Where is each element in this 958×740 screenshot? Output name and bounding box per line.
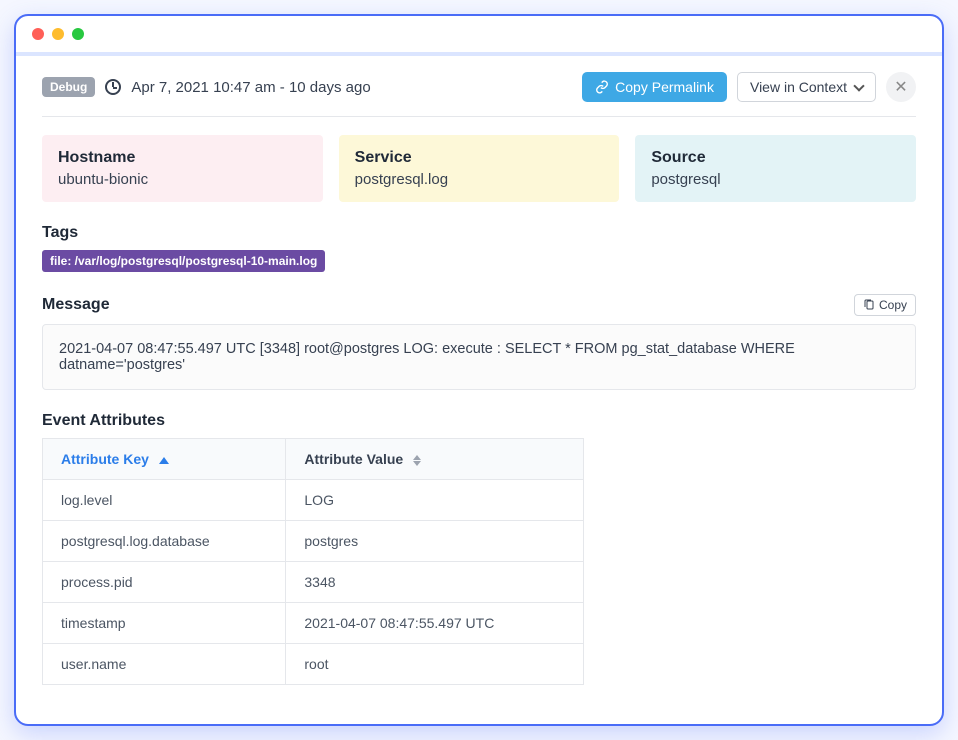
source-card: Source postgresql [635, 135, 916, 202]
tags-heading: Tags [42, 224, 916, 242]
attributes-table: Attribute Key Attribute Value log.levelL… [42, 438, 584, 685]
service-card: Service postgresql.log [339, 135, 620, 202]
attr-value: LOG [286, 480, 583, 521]
copy-permalink-button[interactable]: Copy Permalink [582, 72, 727, 102]
table-row: user.nameroot [43, 644, 584, 685]
link-icon [595, 80, 609, 94]
attr-key: user.name [43, 644, 286, 685]
col-value-label: Attribute Value [304, 451, 403, 467]
close-button[interactable]: ✕ [886, 72, 916, 102]
copy-permalink-label: Copy Permalink [615, 79, 714, 95]
attr-value: root [286, 644, 583, 685]
attributes-heading: Event Attributes [42, 412, 916, 430]
top-bar: Debug Apr 7, 2021 10:47 am - 10 days ago… [42, 72, 916, 117]
sort-icon [413, 455, 421, 466]
attr-key: postgresql.log.database [43, 521, 286, 562]
content-area: Debug Apr 7, 2021 10:47 am - 10 days ago… [16, 56, 942, 709]
info-cards: Hostname ubuntu-bionic Service postgresq… [42, 135, 916, 202]
hostname-value: ubuntu-bionic [58, 171, 307, 188]
source-value: postgresql [651, 171, 900, 188]
view-context-label: View in Context [750, 79, 847, 95]
col-key-label: Attribute Key [61, 451, 149, 467]
window-maximize-dot[interactable] [72, 28, 84, 40]
attr-value: postgres [286, 521, 583, 562]
file-tag[interactable]: file: /var/log/postgresql/postgresql-10-… [42, 250, 325, 272]
attributes-tbody: log.levelLOGpostgresql.log.databasepostg… [43, 480, 584, 685]
clock-icon [105, 79, 121, 95]
message-heading: Message [42, 296, 110, 314]
copy-message-button[interactable]: Copy [854, 294, 916, 316]
app-window: Debug Apr 7, 2021 10:47 am - 10 days ago… [14, 14, 944, 726]
table-row: log.levelLOG [43, 480, 584, 521]
view-context-button[interactable]: View in Context [737, 72, 876, 102]
window-close-dot[interactable] [32, 28, 44, 40]
attr-value: 3348 [286, 562, 583, 603]
timestamp-text: Apr 7, 2021 10:47 am - 10 days ago [131, 79, 370, 96]
attr-key: process.pid [43, 562, 286, 603]
message-box: 2021-04-07 08:47:55.497 UTC [3348] root@… [42, 324, 916, 390]
hostname-card: Hostname ubuntu-bionic [42, 135, 323, 202]
attr-key: log.level [43, 480, 286, 521]
service-label: Service [355, 149, 604, 167]
service-value: postgresql.log [355, 171, 604, 188]
window-minimize-dot[interactable] [52, 28, 64, 40]
attr-key: timestamp [43, 603, 286, 644]
attr-value: 2021-04-07 08:47:55.497 UTC [286, 603, 583, 644]
col-attribute-key[interactable]: Attribute Key [43, 439, 286, 480]
table-row: process.pid3348 [43, 562, 584, 603]
source-label: Source [651, 149, 900, 167]
message-text: 2021-04-07 08:47:55.497 UTC [3348] root@… [59, 341, 795, 373]
clipboard-icon [863, 299, 875, 311]
table-row: timestamp2021-04-07 08:47:55.497 UTC [43, 603, 584, 644]
level-badge: Debug [42, 77, 95, 97]
sort-asc-icon [159, 457, 169, 464]
titlebar [16, 16, 942, 56]
hostname-label: Hostname [58, 149, 307, 167]
table-row: postgresql.log.databasepostgres [43, 521, 584, 562]
chevron-down-icon [853, 80, 864, 91]
col-attribute-value[interactable]: Attribute Value [286, 439, 583, 480]
copy-message-label: Copy [879, 298, 907, 312]
